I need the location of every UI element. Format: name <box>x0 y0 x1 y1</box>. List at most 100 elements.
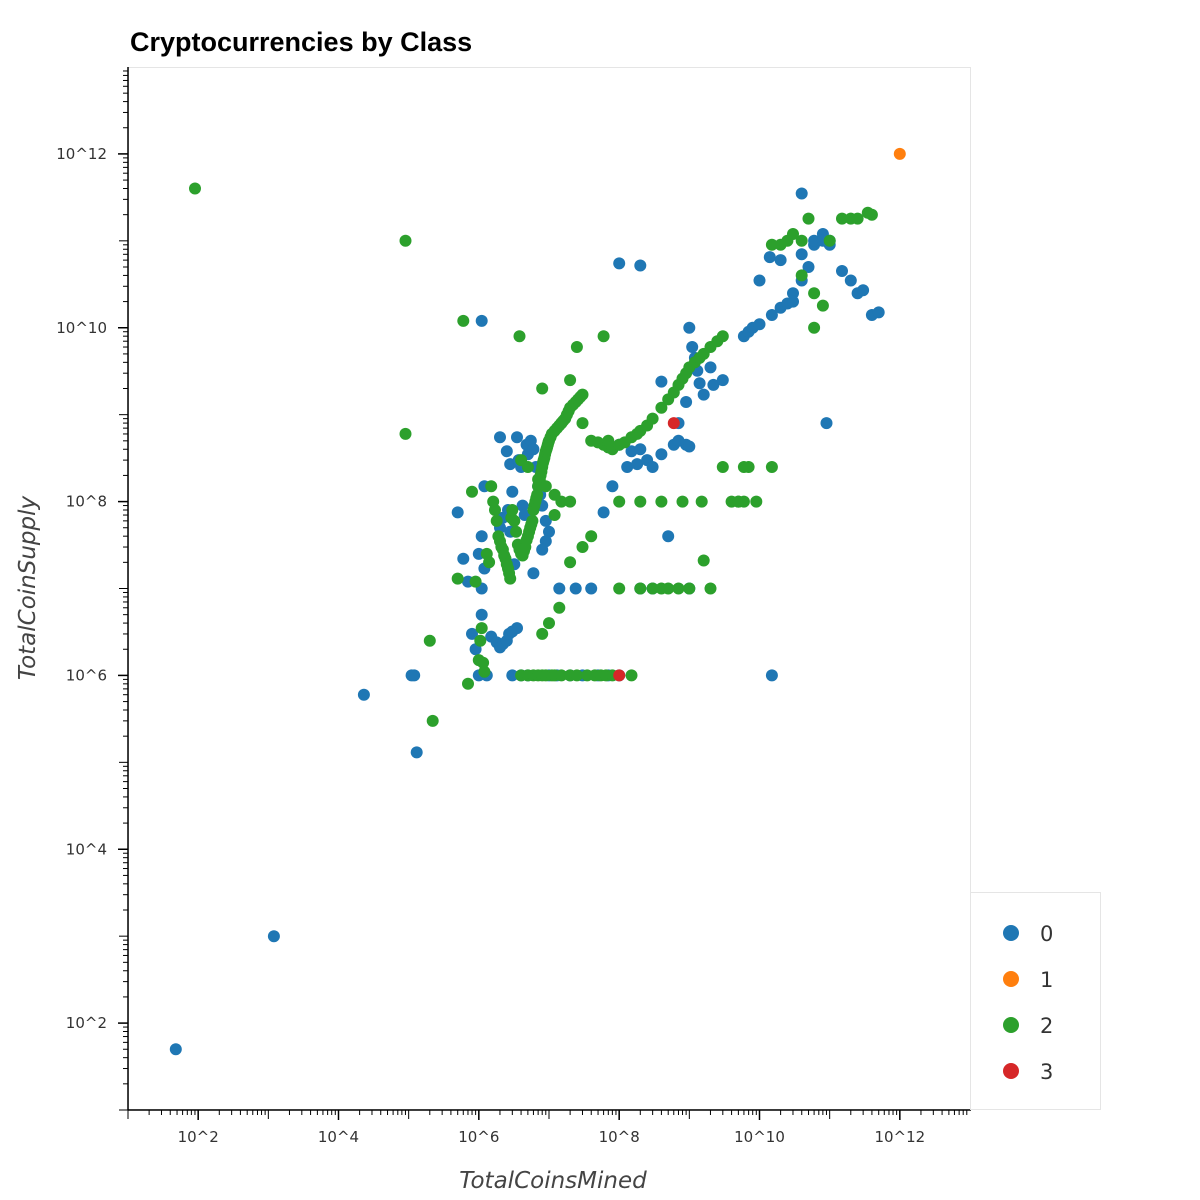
legend-items: 0 1 2 3 <box>1003 922 1053 1084</box>
data-point <box>555 495 568 508</box>
data-point <box>543 525 555 538</box>
data-point <box>697 388 710 401</box>
data-point <box>787 295 799 308</box>
legend-box <box>970 892 1101 1110</box>
data-point <box>646 461 659 473</box>
x-tick-label: 10^8 <box>599 1128 640 1146</box>
data-point <box>802 261 815 273</box>
data-point <box>683 440 696 453</box>
data-point <box>672 434 685 447</box>
data-point <box>483 556 496 569</box>
data-point <box>707 378 720 391</box>
data-point <box>532 473 545 486</box>
data-point <box>820 417 833 430</box>
data-point <box>506 669 519 682</box>
data-point <box>543 617 555 630</box>
data-point <box>475 608 488 621</box>
data-point <box>555 669 568 682</box>
data-point <box>526 514 539 527</box>
legend-marker <box>1003 1017 1019 1033</box>
legend-marker <box>1003 1063 1019 1079</box>
data-point <box>857 284 870 297</box>
data-point <box>621 461 634 473</box>
data-point <box>836 212 848 225</box>
data-point <box>602 434 615 447</box>
data-point <box>750 495 763 508</box>
data-point <box>808 321 821 334</box>
data-point <box>613 582 626 595</box>
data-point <box>548 509 561 521</box>
data-point <box>457 314 470 327</box>
data-point <box>504 572 517 585</box>
y-tick-label: 10^8 <box>66 493 107 511</box>
data-point <box>478 665 491 678</box>
data-point <box>564 495 577 508</box>
data-point <box>423 634 436 647</box>
y-axis-ticks: 10^2 10^4 10^6 10^8 10^10 10^12 <box>56 70 128 1111</box>
data-point <box>555 417 568 430</box>
data-point <box>466 485 478 498</box>
data-point <box>500 445 513 458</box>
data-point <box>851 212 864 225</box>
series-2 <box>189 182 878 727</box>
y-tick-label: 10^10 <box>56 319 107 337</box>
data-point <box>695 495 708 508</box>
data-point <box>716 461 729 473</box>
data-point <box>667 417 680 430</box>
data-point <box>536 543 549 556</box>
legend-label: 0 <box>1040 922 1053 946</box>
legend-item: 3 <box>1003 1060 1053 1084</box>
data-point <box>753 318 766 331</box>
data-point <box>634 259 647 272</box>
data-point <box>634 443 647 456</box>
data-point <box>765 461 778 473</box>
data-point <box>716 330 729 343</box>
chart-title: Cryptocurrencies by Class <box>130 27 472 57</box>
data-point <box>716 374 729 387</box>
data-point <box>426 714 439 727</box>
data-point <box>469 575 482 588</box>
series-1 <box>893 147 906 160</box>
data-point <box>795 269 808 282</box>
data-point <box>527 567 540 580</box>
data-point <box>765 309 778 321</box>
data-point <box>539 480 552 493</box>
data-point <box>564 556 577 569</box>
data-point <box>634 495 647 508</box>
data-point <box>585 582 598 595</box>
data-point <box>189 182 201 195</box>
data-point <box>521 461 534 473</box>
legend-item: 2 <box>1003 1014 1053 1038</box>
data-point <box>357 688 370 701</box>
data-point <box>697 554 710 567</box>
data-point <box>474 634 487 647</box>
legend-label: 3 <box>1040 1060 1053 1084</box>
x-axis-label: TotalCoinsMined <box>459 1168 647 1194</box>
data-point <box>823 234 836 247</box>
data-point <box>655 448 668 461</box>
data-point <box>511 622 523 635</box>
data-point <box>765 238 778 251</box>
data-point <box>570 669 583 682</box>
legend-label: 2 <box>1040 1014 1053 1038</box>
data-point <box>795 187 808 200</box>
data-point <box>693 377 706 390</box>
data-point <box>569 582 582 595</box>
data-point <box>742 461 755 473</box>
data-point <box>765 669 778 682</box>
data-point <box>475 622 488 635</box>
data-point <box>753 274 766 287</box>
data-point <box>816 299 829 312</box>
data-point <box>802 212 815 225</box>
x-tick-label: 10^6 <box>458 1128 499 1146</box>
legend-marker <box>1003 925 1019 941</box>
data-point <box>704 582 717 595</box>
data-point <box>704 361 717 374</box>
data-point <box>686 341 699 353</box>
series-3 <box>613 417 680 682</box>
data-point <box>646 412 659 425</box>
data-point <box>506 504 519 516</box>
data-point <box>844 274 857 287</box>
x-tick-label: 10^10 <box>734 1128 785 1146</box>
data-point <box>662 530 675 543</box>
